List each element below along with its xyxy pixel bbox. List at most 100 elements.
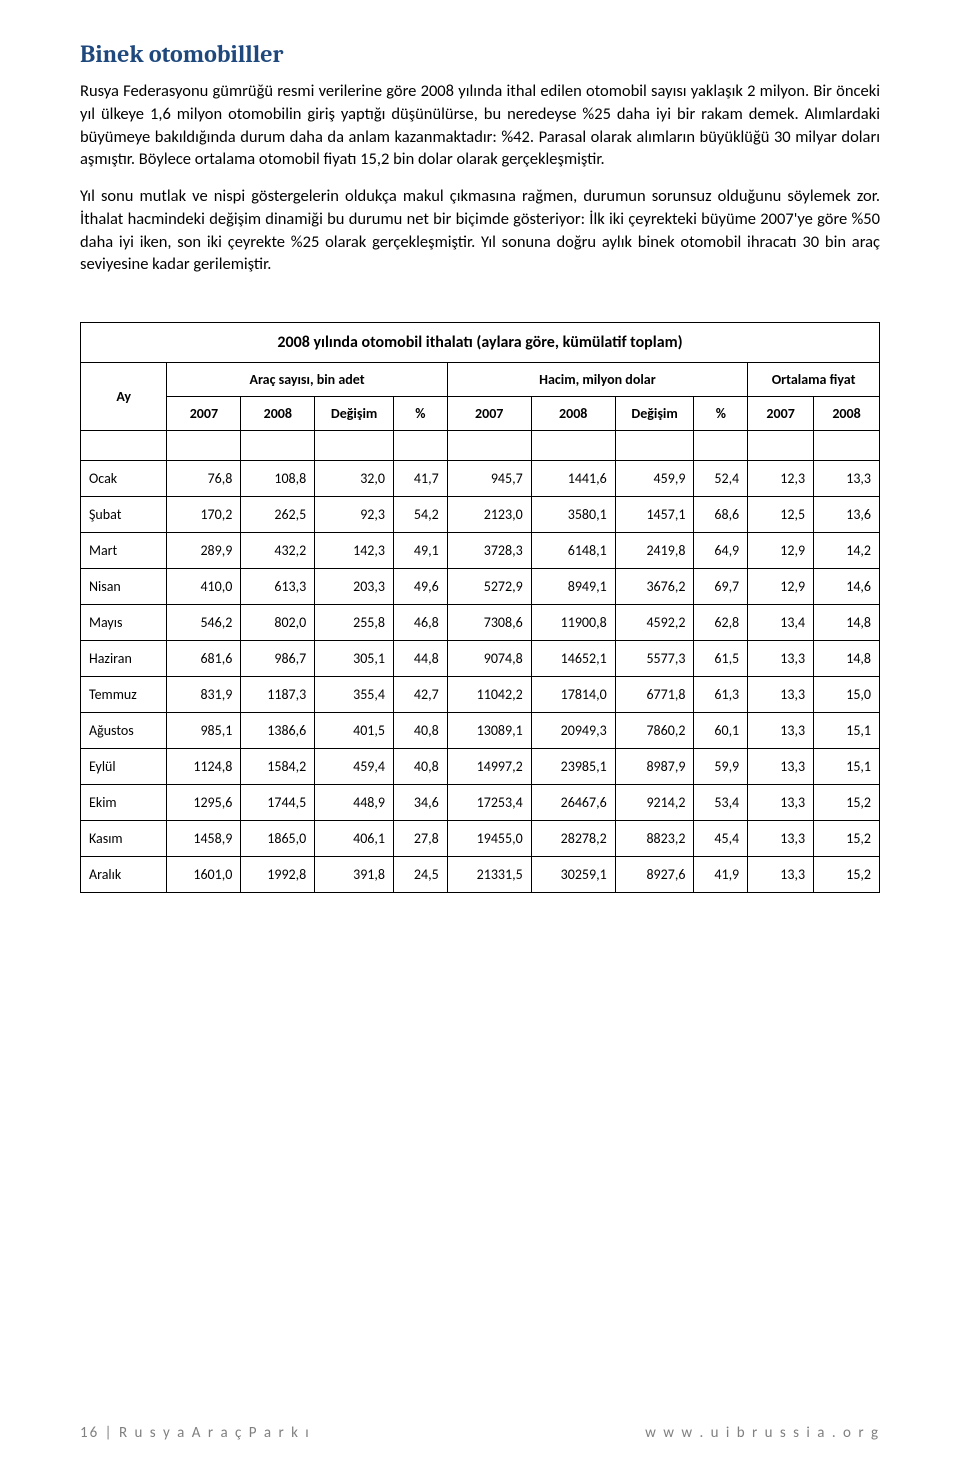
cell: 40,8 [393, 713, 447, 749]
cell: 49,1 [393, 533, 447, 569]
cell: 14,8 [814, 605, 880, 641]
cell: 12,9 [748, 533, 814, 569]
cell: 3676,2 [615, 569, 694, 605]
cell: 14,6 [814, 569, 880, 605]
cell: 13,4 [748, 605, 814, 641]
cell: 20949,3 [531, 713, 615, 749]
cell: 255,8 [315, 605, 394, 641]
cell: 21331,5 [447, 857, 531, 893]
subcol: 2008 [241, 397, 315, 431]
cell: 1458,9 [167, 821, 241, 857]
table-row: Şubat170,2262,592,354,22123,03580,11457,… [81, 497, 880, 533]
cell: 305,1 [315, 641, 394, 677]
subcol: 2007 [447, 397, 531, 431]
cell: 15,1 [814, 713, 880, 749]
cell: 13,3 [748, 641, 814, 677]
cell: 289,9 [167, 533, 241, 569]
subcol: Değişim [315, 397, 394, 431]
row-month: Mayıs [81, 605, 167, 641]
cell: 26467,6 [531, 785, 615, 821]
cell: 15,2 [814, 785, 880, 821]
paragraph-1: Rusya Federasyonu gümrüğü resmi verileri… [80, 80, 880, 171]
cell: 14,8 [814, 641, 880, 677]
cell: 142,3 [315, 533, 394, 569]
table-row: Mayıs546,2802,0255,846,87308,611900,8459… [81, 605, 880, 641]
cell: 34,6 [393, 785, 447, 821]
table-row: Eylül1124,81584,2459,440,814997,223985,1… [81, 749, 880, 785]
cell: 8987,9 [615, 749, 694, 785]
cell: 61,3 [694, 677, 748, 713]
table-row: Ekim1295,61744,5448,934,617253,426467,69… [81, 785, 880, 821]
cell: 15,0 [814, 677, 880, 713]
cell: 15,2 [814, 857, 880, 893]
cell: 6771,8 [615, 677, 694, 713]
cell: 459,9 [615, 461, 694, 497]
row-month: Nisan [81, 569, 167, 605]
cell: 203,3 [315, 569, 394, 605]
cell: 61,5 [694, 641, 748, 677]
cell: 12,3 [748, 461, 814, 497]
paragraph-2: Yıl sonu mutlak ve nispi göstergelerin o… [80, 185, 880, 276]
cell: 3728,3 [447, 533, 531, 569]
table-row: Mart289,9432,2142,349,13728,36148,12419,… [81, 533, 880, 569]
cell: 32,0 [315, 461, 394, 497]
cell: 23985,1 [531, 749, 615, 785]
footer-left: 16 | R u s y a A r a ç P a r k ı [80, 1424, 311, 1442]
cell: 7860,2 [615, 713, 694, 749]
cell: 170,2 [167, 497, 241, 533]
cell: 28278,2 [531, 821, 615, 857]
subcol: 2007 [167, 397, 241, 431]
cell: 1744,5 [241, 785, 315, 821]
table-row: Nisan410,0613,3203,349,65272,98949,13676… [81, 569, 880, 605]
row-month: Ocak [81, 461, 167, 497]
cell: 13,3 [748, 857, 814, 893]
cell: 802,0 [241, 605, 315, 641]
footer-right: w w w . u i b r u s s i a . o r g [645, 1424, 880, 1442]
cell: 13089,1 [447, 713, 531, 749]
table-row: Temmuz831,91187,3355,442,711042,217814,0… [81, 677, 880, 713]
table-title: 2008 yılında otomobil ithalatı (aylara g… [81, 323, 880, 363]
cell: 13,3 [748, 749, 814, 785]
table-row: Haziran681,6986,7305,144,89074,814652,15… [81, 641, 880, 677]
subcol: % [393, 397, 447, 431]
cell: 613,3 [241, 569, 315, 605]
cell: 17253,4 [447, 785, 531, 821]
cell: 355,4 [315, 677, 394, 713]
row-month: Kasım [81, 821, 167, 857]
cell: 432,2 [241, 533, 315, 569]
row-month: Haziran [81, 641, 167, 677]
cell: 44,8 [393, 641, 447, 677]
cell: 410,0 [167, 569, 241, 605]
cell: 13,6 [814, 497, 880, 533]
cell: 459,4 [315, 749, 394, 785]
cell: 14652,1 [531, 641, 615, 677]
page-number: 16 [80, 1424, 99, 1442]
cell: 681,6 [167, 641, 241, 677]
subcol: % [694, 397, 748, 431]
cell: 42,7 [393, 677, 447, 713]
cell: 1386,6 [241, 713, 315, 749]
cell: 9074,8 [447, 641, 531, 677]
cell: 13,3 [748, 713, 814, 749]
cell: 985,1 [167, 713, 241, 749]
table-subheader: 2007 2008 Değişim % 2007 2008 Değişim % … [81, 397, 880, 431]
cell: 8949,1 [531, 569, 615, 605]
cell: 30259,1 [531, 857, 615, 893]
subcol: 2008 [814, 397, 880, 431]
cell: 262,5 [241, 497, 315, 533]
row-month: Ekim [81, 785, 167, 821]
subcol: 2007 [748, 397, 814, 431]
subcol: 2008 [531, 397, 615, 431]
cell: 11900,8 [531, 605, 615, 641]
page-footer: 16 | R u s y a A r a ç P a r k ı w w w .… [80, 1424, 880, 1442]
cell: 76,8 [167, 461, 241, 497]
cell: 12,5 [748, 497, 814, 533]
cell: 986,7 [241, 641, 315, 677]
cell: 1992,8 [241, 857, 315, 893]
cell: 13,3 [748, 821, 814, 857]
table-row: Kasım1458,91865,0406,127,819455,028278,2… [81, 821, 880, 857]
cell: 546,2 [167, 605, 241, 641]
cell: 448,9 [315, 785, 394, 821]
cell: 41,7 [393, 461, 447, 497]
cell: 1124,8 [167, 749, 241, 785]
